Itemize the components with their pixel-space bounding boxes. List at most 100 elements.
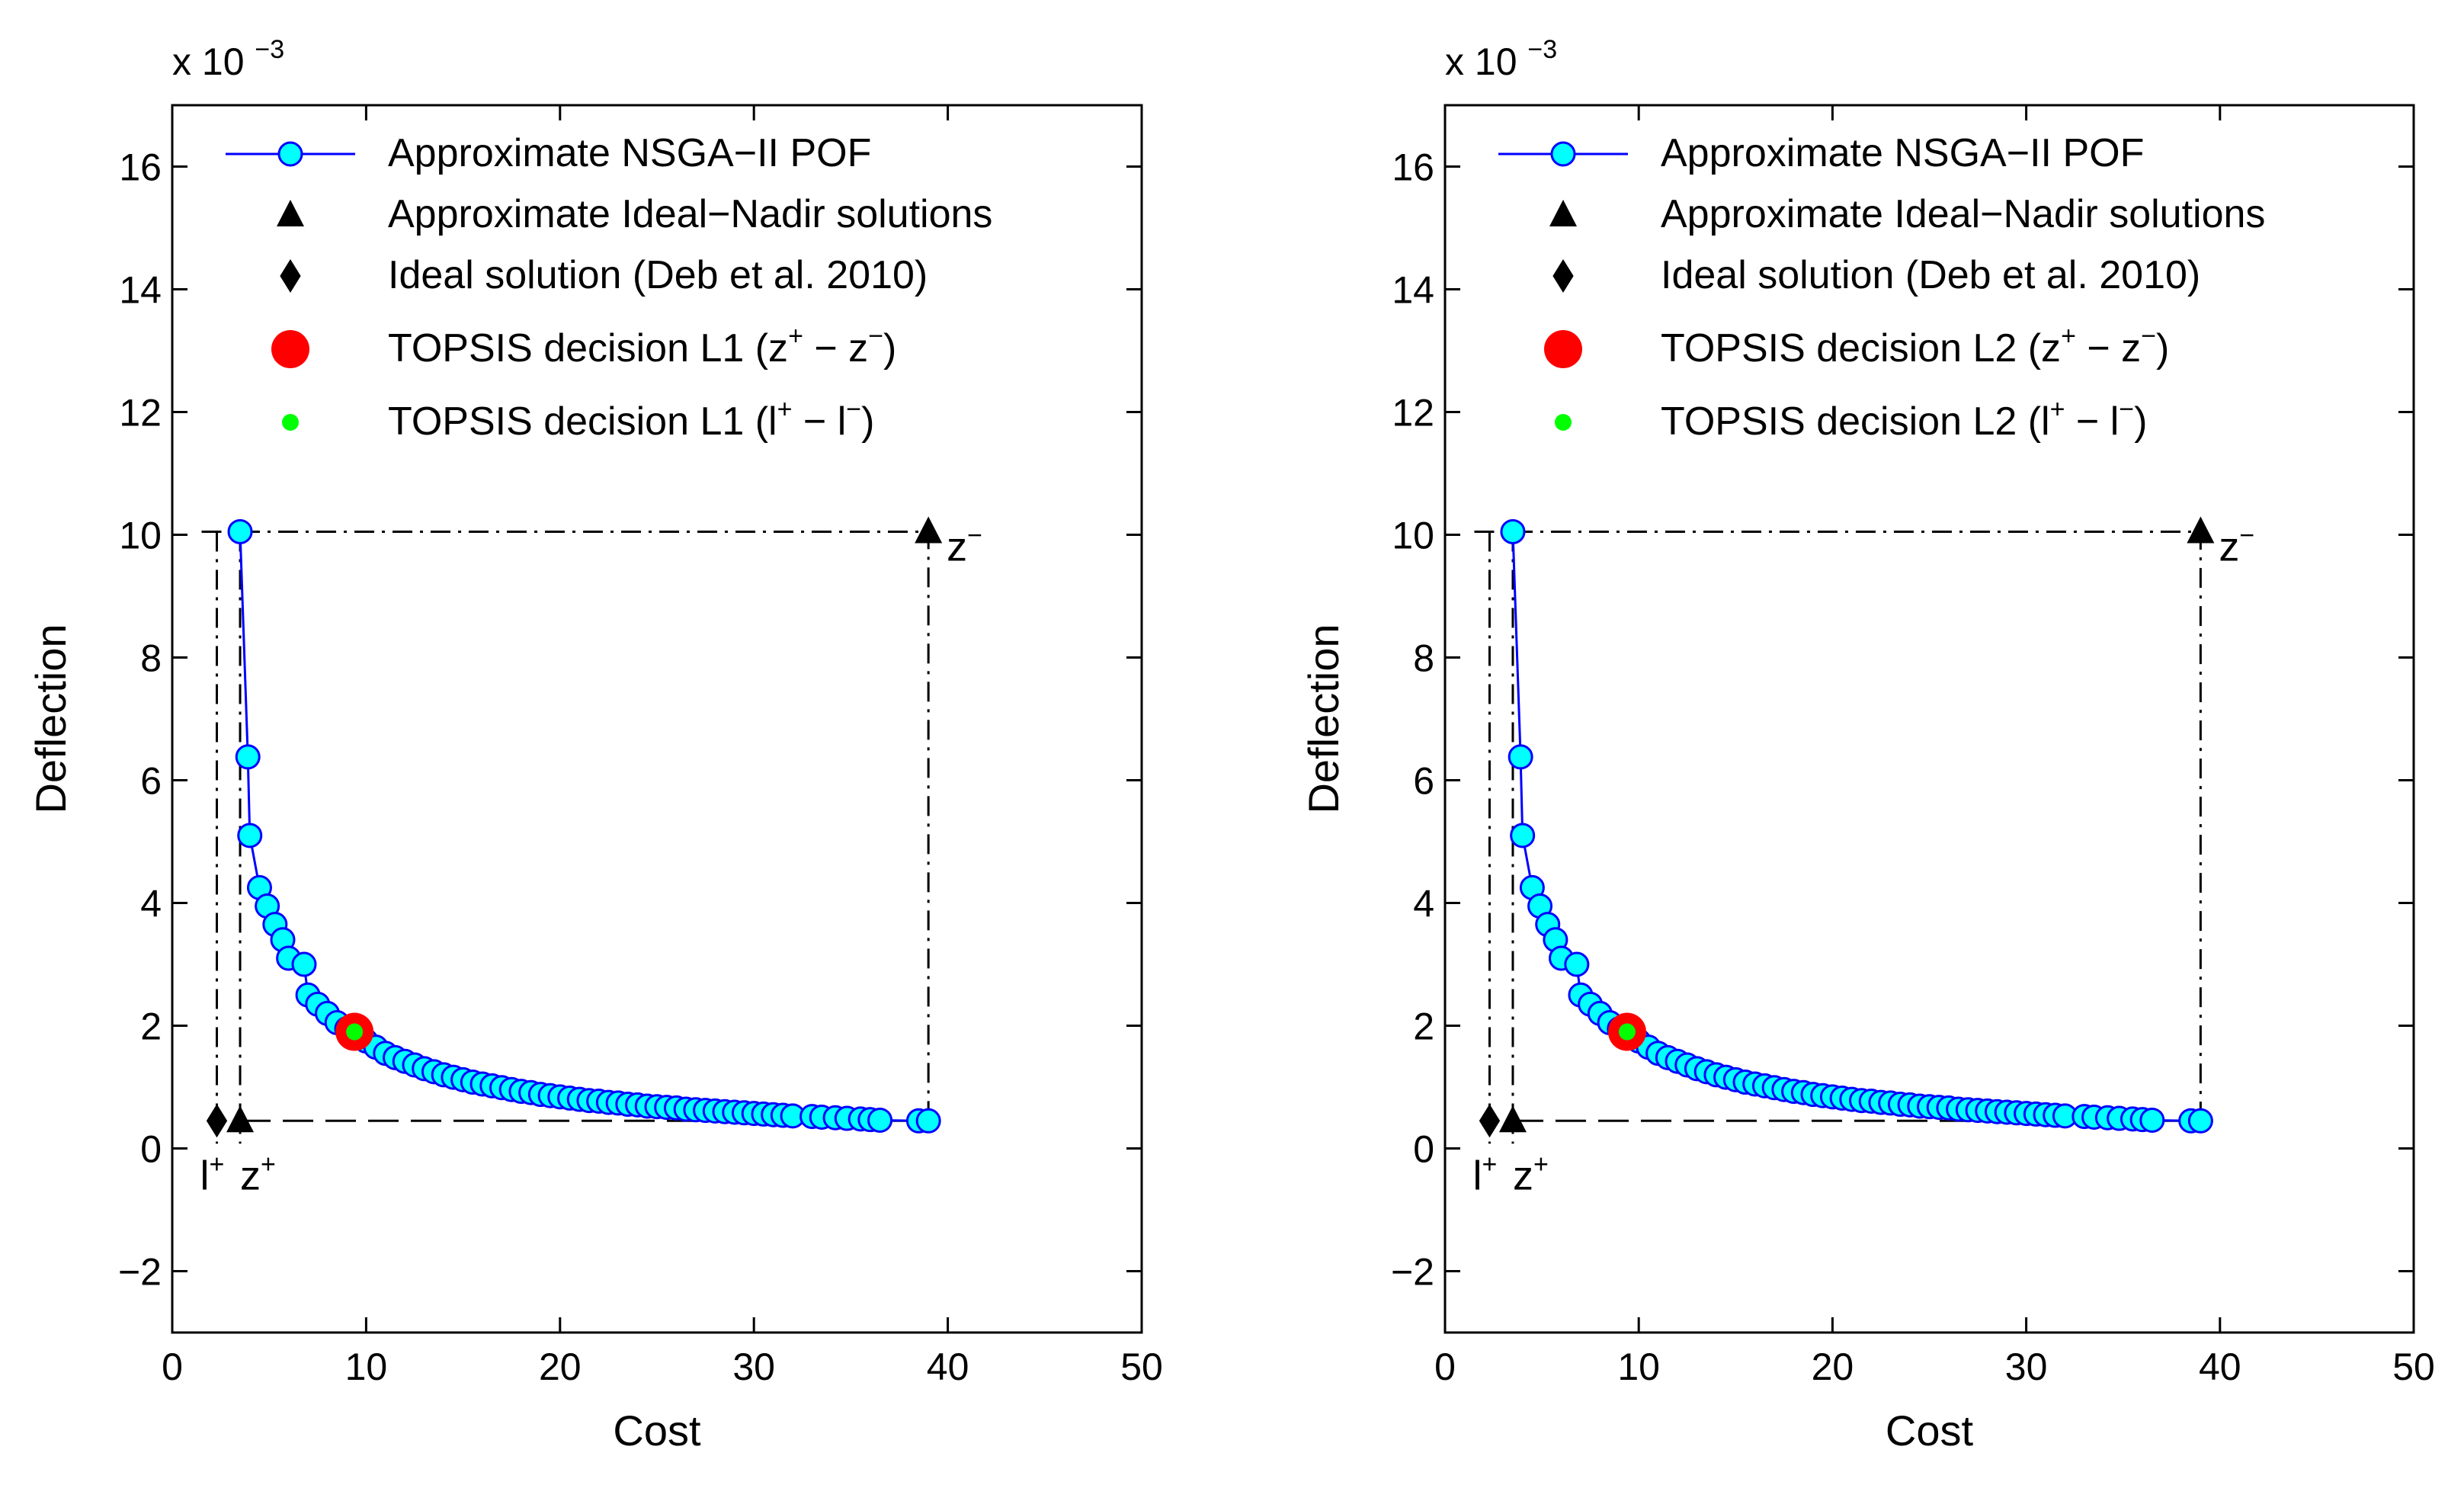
y-tick-label: 0 — [1413, 1128, 1434, 1171]
zminus-label-base: z — [947, 524, 967, 569]
x-tick-label: 20 — [1812, 1345, 1854, 1388]
ideal-deb-marker — [206, 1104, 228, 1138]
legend-label: Ideal solution (Deb et al. 2010) — [1661, 253, 2200, 297]
chart-panel-left: 0 10 20 30 40 50 −2 0 2 4 6 8 10 12 14 16 Cost Deflection… — [27, 35, 1163, 1455]
pof-point — [235, 744, 261, 770]
x-tick-label: 40 — [927, 1345, 969, 1388]
y-axis-multiplier: x 10 −3 — [1445, 35, 1557, 83]
y-tick-label: 4 — [1413, 883, 1434, 925]
legend-label: TOPSIS decision L2 (l+ − l−) — [1661, 395, 2147, 444]
pof-point — [1564, 951, 1590, 977]
x-tick-label: 50 — [2392, 1345, 2435, 1388]
pof-point — [1500, 518, 1526, 544]
y-tick-label: 8 — [1413, 637, 1434, 680]
y-tick-label: 2 — [1413, 1006, 1434, 1048]
y-tick-label: 12 — [1392, 392, 1434, 435]
legend-label-text: TOPSIS decision L2 (z — [1661, 326, 2061, 370]
y-axis-title: Deflection — [27, 624, 75, 813]
x-tick-label: 50 — [1120, 1345, 1163, 1388]
y-tick-label: −2 — [118, 1251, 162, 1294]
ideal-label-base: l — [200, 1153, 210, 1198]
x-tick-label: 10 — [1617, 1345, 1660, 1388]
legend-pof-marker — [277, 141, 303, 167]
y-tick-label: −2 — [1391, 1251, 1434, 1294]
nadir-approx-marker — [915, 516, 943, 544]
legend-label-text: TOPSIS decision L1 (z — [388, 326, 788, 370]
ideal-approx-marker — [226, 1105, 255, 1133]
x-tick-label: 0 — [162, 1345, 183, 1388]
legend-label-end: ) — [883, 326, 896, 370]
y-tick-label: 10 — [1392, 515, 1434, 557]
legend-label: Approximate Ideal−Nadir solutions — [388, 192, 992, 236]
legend-label-text: TOPSIS decision L2 (l — [1661, 399, 2050, 444]
plot-frame — [171, 104, 1143, 1334]
zplus-label-base: z — [240, 1153, 261, 1198]
legend-ideal-nadir-marker — [1549, 200, 1577, 226]
y-tick-label: 4 — [140, 883, 162, 925]
legend-topsis-l-marker — [1555, 414, 1572, 431]
legend-label-text: Approximate Ideal−Nadir solutions — [1661, 192, 2265, 236]
y-tick-label: 0 — [140, 1128, 162, 1171]
zminus-label: z− — [2219, 521, 2254, 569]
y-axis-multiplier: x 10 −3 — [172, 35, 284, 83]
y-tick-label: 6 — [140, 760, 162, 803]
x-tick-label: 30 — [732, 1345, 775, 1388]
legend-label-text: Ideal solution (Deb et al. 2010) — [388, 253, 928, 297]
legend-label: Approximate Ideal−Nadir solutions — [1661, 192, 2265, 236]
pof-point — [915, 1108, 941, 1134]
legend-topsis-z-marker — [271, 330, 309, 368]
y-tick-label: 6 — [1413, 760, 1434, 803]
y-tick-label: 16 — [1392, 146, 1434, 189]
x-tick-label: 20 — [539, 1345, 582, 1388]
legend-label-text: Approximate Ideal−Nadir solutions — [388, 192, 992, 236]
pof-point — [237, 823, 263, 848]
zplus-label: z+ — [1513, 1150, 1549, 1198]
ideal-label-sup: + — [210, 1150, 225, 1179]
legend-sup: − — [2119, 395, 2134, 424]
zplus-label-base: z — [1513, 1153, 1533, 1198]
legend-ideal-nadir-marker — [277, 200, 304, 226]
pof-point — [1508, 744, 1533, 770]
pof-point — [2139, 1107, 2165, 1133]
legend-label-end: ) — [2134, 399, 2147, 444]
pof-point — [227, 518, 253, 544]
y-tick-label: 8 — [140, 637, 162, 680]
y-axis-multiplier-sup: −3 — [255, 35, 284, 64]
y-tick-label: 14 — [119, 269, 162, 312]
zminus-label-sup: − — [2239, 521, 2254, 550]
legend-label-end: ) — [861, 399, 874, 444]
nadir-approx-marker — [2187, 516, 2215, 544]
pof-point — [867, 1107, 893, 1133]
x-tick-label: 40 — [2199, 1345, 2241, 1388]
zplus-label: z+ — [240, 1150, 276, 1198]
ideal-approx-marker — [1498, 1105, 1527, 1133]
legend-sup: + — [788, 322, 803, 351]
zplus-label-sup: + — [1533, 1150, 1549, 1179]
y-tick-label: 16 — [119, 146, 162, 189]
ideal-deb-marker — [1479, 1104, 1501, 1138]
legend-deb-marker — [1552, 259, 1574, 293]
legend-label-mid: − z — [803, 326, 868, 370]
legend-topsis-l-marker — [282, 414, 299, 431]
x-tick-label: 10 — [345, 1345, 388, 1388]
legend-sup: − — [2141, 322, 2156, 351]
ideal-label: l+ — [200, 1150, 225, 1198]
legend-label: TOPSIS decision L2 (z+ − z−) — [1661, 322, 2169, 370]
x-axis-title: Cost — [613, 1406, 701, 1455]
plot-frame — [1443, 104, 2415, 1334]
legend-label: TOPSIS decision L1 (z+ − z−) — [388, 322, 896, 370]
legend-label-mid: − l — [792, 399, 846, 444]
x-tick-label: 30 — [2005, 1345, 2048, 1388]
legend-label-text: TOPSIS decision L1 (l — [388, 399, 777, 444]
legend-label: Approximate NSGA−II POF — [388, 131, 871, 175]
legend-sup: − — [846, 395, 861, 424]
legend-label-text: Ideal solution (Deb et al. 2010) — [1661, 253, 2200, 297]
topsis-l-point — [1618, 1023, 1636, 1041]
chart-panel-right: 0 10 20 30 40 50 −2 0 2 4 6 8 10 12 14 16 Cost Deflection… — [1299, 35, 2435, 1455]
legend-deb-marker — [280, 259, 301, 293]
pof-point — [291, 951, 317, 977]
y-axis-multiplier-sup: −3 — [1527, 35, 1557, 64]
legend-label-mid: − z — [2076, 326, 2141, 370]
legend-pof-marker — [1550, 141, 1576, 167]
legend-label-text: Approximate NSGA−II POF — [1661, 131, 2144, 175]
